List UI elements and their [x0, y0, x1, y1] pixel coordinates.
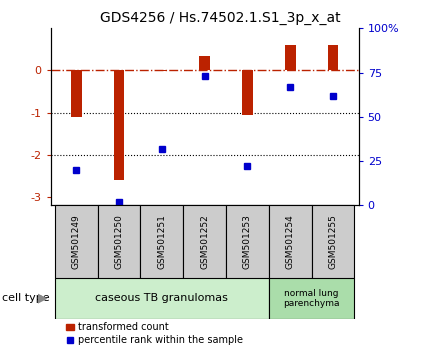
- Text: GSM501249: GSM501249: [72, 214, 81, 269]
- FancyBboxPatch shape: [55, 205, 98, 278]
- Bar: [285, 45, 296, 70]
- Text: GSM501252: GSM501252: [200, 214, 209, 269]
- Legend: transformed count, percentile rank within the sample: transformed count, percentile rank withi…: [62, 319, 246, 349]
- FancyBboxPatch shape: [140, 205, 183, 278]
- FancyBboxPatch shape: [98, 205, 140, 278]
- Text: GSM501255: GSM501255: [328, 214, 337, 269]
- Text: GSM501254: GSM501254: [286, 214, 295, 269]
- Bar: [328, 45, 338, 70]
- Text: ▶: ▶: [38, 292, 48, 305]
- Text: GDS4256 / Hs.74502.1.S1_3p_x_at: GDS4256 / Hs.74502.1.S1_3p_x_at: [100, 11, 340, 25]
- Text: GSM501250: GSM501250: [114, 214, 124, 269]
- Bar: [199, 56, 210, 70]
- FancyBboxPatch shape: [312, 205, 354, 278]
- FancyBboxPatch shape: [55, 278, 269, 319]
- Text: caseous TB granulomas: caseous TB granulomas: [95, 293, 228, 303]
- FancyBboxPatch shape: [269, 278, 354, 319]
- Bar: [71, 70, 81, 117]
- Bar: [114, 70, 125, 180]
- FancyBboxPatch shape: [269, 205, 312, 278]
- Text: GSM501251: GSM501251: [158, 214, 166, 269]
- Text: GSM501253: GSM501253: [243, 214, 252, 269]
- Bar: [157, 70, 167, 71]
- Bar: [242, 70, 253, 115]
- Text: cell type: cell type: [2, 293, 50, 303]
- FancyBboxPatch shape: [226, 205, 269, 278]
- Text: normal lung
parenchyma: normal lung parenchyma: [283, 289, 340, 308]
- FancyBboxPatch shape: [183, 205, 226, 278]
